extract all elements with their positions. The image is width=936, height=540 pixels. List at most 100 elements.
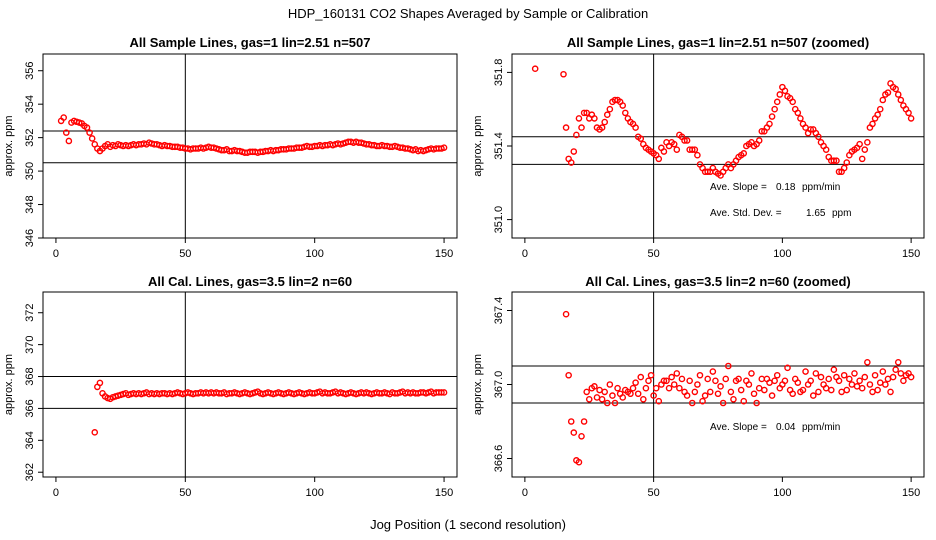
data-point (578, 124, 585, 131)
data-point (748, 370, 755, 377)
x-tick-label: 50 (179, 248, 191, 260)
data-point (815, 133, 822, 141)
data-point (871, 371, 879, 379)
data-point (655, 397, 663, 405)
data-point (773, 98, 781, 106)
x-tick-label: 100 (773, 248, 791, 260)
data-point (611, 399, 619, 407)
data-point (740, 150, 748, 157)
data-point (637, 373, 645, 381)
data-point (583, 388, 590, 396)
data-point (652, 384, 660, 392)
data-point (598, 124, 606, 131)
data-point (645, 377, 652, 385)
data-point (864, 139, 871, 146)
data-point (840, 371, 848, 379)
data-point (603, 399, 611, 407)
data-point (758, 127, 766, 135)
data-point (670, 381, 678, 388)
data-point (889, 373, 897, 381)
annotation-unit: ppm (832, 208, 851, 219)
data-point (897, 96, 905, 104)
data-point (591, 115, 598, 122)
data-point (809, 392, 817, 399)
data-point (640, 395, 647, 403)
data-point (812, 370, 820, 377)
data-point (838, 388, 845, 396)
data-point (627, 390, 634, 398)
data-point (784, 364, 791, 372)
y-axis-label: approx. ppm (472, 354, 484, 415)
panels: All Sample Lines, gas=1 lin=2.51 n=507 0 5… (3, 35, 925, 499)
data-point (560, 70, 567, 78)
data-point (897, 370, 905, 377)
data-point (825, 375, 833, 383)
data-point (647, 371, 655, 379)
data-point (799, 386, 807, 394)
data-point (864, 358, 871, 366)
y-tick-label: 367.4 (493, 297, 505, 325)
y-tick-label: 351.0 (493, 206, 505, 234)
panel-title: All Sample Lines, gas=1 lin=2.51 n=507 (130, 35, 371, 50)
data-point (794, 109, 802, 117)
data-point (856, 377, 863, 385)
data-point (866, 381, 874, 388)
data-point (830, 366, 838, 374)
data-point (601, 388, 609, 396)
data-point (892, 366, 899, 374)
data-point (843, 386, 851, 394)
data-point (794, 379, 802, 386)
annotation-label: Ave. Slope = (710, 182, 767, 193)
data-point (60, 114, 68, 121)
data-point (879, 368, 887, 375)
data-point (712, 377, 719, 385)
data-point (717, 383, 724, 390)
data-point (797, 115, 804, 122)
data-point (781, 87, 789, 95)
data-point (699, 397, 706, 405)
data-point (438, 389, 445, 396)
data-point (730, 395, 737, 403)
data-point (601, 118, 609, 126)
x-tick-label: 150 (902, 248, 920, 260)
data-point (884, 375, 892, 383)
data-point (609, 392, 616, 399)
data-point (681, 137, 688, 144)
y-tick-label: 370 (24, 335, 36, 353)
data-point (665, 384, 673, 392)
data-point (753, 399, 760, 407)
data-point (440, 144, 448, 151)
data-point (440, 389, 448, 396)
data-point (65, 137, 73, 145)
y-axis-label: approx. ppm (3, 354, 15, 415)
data-point (86, 129, 93, 136)
panel-1: All Sample Lines, gas=1 lin=2.51 n=507 0 5… (3, 35, 458, 260)
data-point (678, 375, 686, 383)
data-point (737, 386, 745, 394)
data-point (562, 124, 570, 131)
data-point (614, 384, 621, 392)
data-point (907, 373, 915, 381)
data-point (856, 140, 863, 148)
plot-frame (42, 291, 458, 478)
y-tick-label: 372 (24, 304, 36, 322)
data-point (655, 155, 663, 163)
data-point (683, 392, 691, 399)
data-point (642, 384, 650, 392)
x-tick-label: 100 (306, 248, 324, 260)
data-point (892, 85, 899, 93)
annotation-unit: ppm/min (802, 182, 840, 193)
data-point (773, 371, 781, 379)
data-point (761, 386, 768, 394)
data-point (768, 392, 776, 399)
data-point (735, 375, 742, 383)
data-point (593, 394, 601, 401)
y-axis-label: approx. ppm (472, 115, 484, 176)
data-point (874, 386, 881, 394)
data-point (781, 377, 789, 385)
x-tick-label: 0 (53, 487, 59, 499)
data-point (606, 381, 614, 388)
data-point (789, 98, 796, 106)
annotation-value: 1.65 (806, 208, 826, 219)
data-point (884, 89, 892, 96)
